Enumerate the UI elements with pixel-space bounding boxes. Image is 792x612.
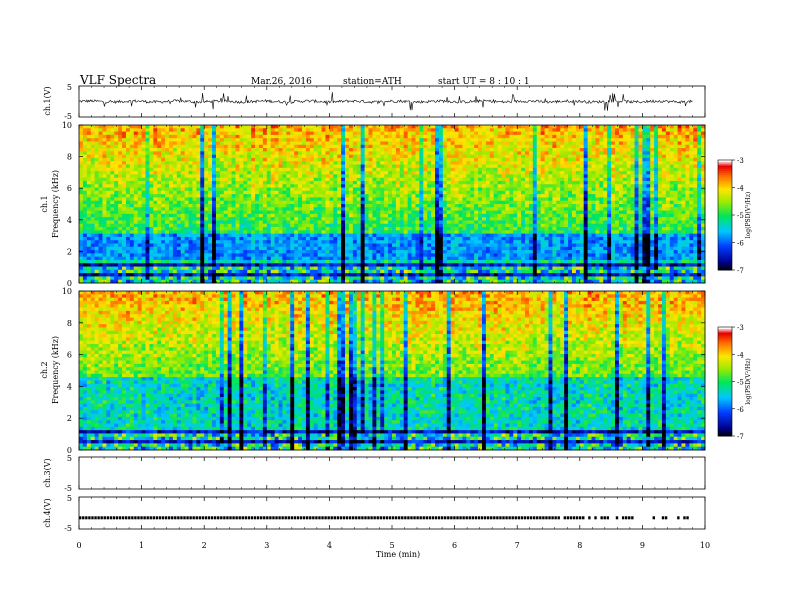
ch2-colorbar: -3 -4 -5 -6 -7 log(PSD(V²/Hz) <box>717 324 752 441</box>
x-tick-label: 1 <box>139 541 144 550</box>
x-axis-tick-labels: 0 1 2 3 4 5 6 7 8 9 10 <box>76 541 710 550</box>
colorbar-tick-label: -3 <box>737 157 744 165</box>
ch1-panel: 5 -5 ch.1(V) <box>43 83 706 121</box>
freq-tick-label: 8 <box>67 319 72 328</box>
ch1-ylabel: ch.1(V) <box>43 86 52 115</box>
ch1-trace-line <box>79 92 693 111</box>
freq-tick-label: 2 <box>67 247 72 256</box>
colorbar-tick-label: -5 <box>737 379 744 387</box>
colorbar-tick-label: -7 <box>737 433 744 441</box>
ch2-spectrogram-image <box>79 291 706 451</box>
freq-tick-label: 0 <box>67 279 72 288</box>
x-tick-label: 10 <box>700 541 710 550</box>
x-tick-label: 8 <box>577 541 582 550</box>
x-tick-label: 0 <box>76 541 81 550</box>
colorbar-tick-label: -4 <box>737 351 744 359</box>
colorbar-label: log(PSD(V²/Hz) <box>745 358 752 405</box>
ch1-ytick-bottom: -5 <box>64 112 72 121</box>
x-axis-label: Time (min) <box>376 550 420 559</box>
freq-tick-label: 4 <box>67 216 72 225</box>
ch1-spec-ylabel: Frequency (kHz) <box>51 170 60 238</box>
colorbar-tick-label: -5 <box>737 212 744 220</box>
ch2-spec-ylabel: Frequency (kHz) <box>51 336 60 404</box>
ch4-ytick-bottom: -5 <box>64 524 72 533</box>
x-tick-label: 7 <box>515 541 520 550</box>
x-tick-label: 3 <box>264 541 269 550</box>
ch4-ylabel: ch.4(V) <box>43 498 52 527</box>
x-tick-label: 4 <box>327 541 332 550</box>
colorbar-tick-label: -4 <box>737 185 744 193</box>
freq-tick-label: 10 <box>62 287 72 296</box>
colorbar-label: log(PSD(V²/Hz) <box>745 192 752 239</box>
ch2-spectrogram-panel: 0 2 4 6 8 10 ch.2 Frequency (kHz) -3 -4 -5 -6 -7 l… <box>40 287 752 455</box>
colorbar-tick-label: -6 <box>737 240 744 248</box>
start-time-label: start UT = 8 : 10 : 1 <box>438 77 530 87</box>
freq-tick-label: 6 <box>67 184 72 193</box>
ch3-ylabel: ch.3(V) <box>43 458 52 487</box>
date-label: Mar.26, 2016 <box>251 77 312 87</box>
ch4-panel: 5 -5 ch.4(V) <box>43 494 706 533</box>
ch3-ytick-top: 5 <box>67 454 72 463</box>
colorbar-tick-label: -7 <box>737 267 744 275</box>
x-tick-label: 5 <box>389 541 394 550</box>
freq-tick-label: 2 <box>67 414 72 423</box>
x-tick-label: 2 <box>202 541 207 550</box>
ch1-ytick-top: 5 <box>67 83 72 92</box>
freq-tick-label: 6 <box>67 351 72 360</box>
freq-tick-label: 8 <box>67 153 72 162</box>
ch1-spectrogram-image <box>79 125 706 284</box>
ch1-spectrogram-panel: 0 2 4 6 8 10 ch.1 Frequency (kHz) -3 -4 -5 -6 -7 l… <box>40 121 752 288</box>
ch2-spec-channel-label: ch.2 <box>40 361 49 378</box>
ch4-ytick-top: 5 <box>67 494 72 503</box>
ch3-ytick-bottom: -5 <box>64 484 72 493</box>
x-tick-label: 9 <box>640 541 645 550</box>
ch4-trace-line <box>79 516 689 520</box>
x-axis-ticks <box>78 86 706 529</box>
station-label: station=ATH <box>343 77 402 87</box>
freq-tick-label: 4 <box>67 382 72 391</box>
ch1-spec-channel-label: ch.1 <box>40 195 49 212</box>
figure-title: VLF Spectra <box>79 73 156 87</box>
x-tick-label: 6 <box>452 541 457 550</box>
ch3-panel: 5 -5 ch.3(V) <box>43 454 706 493</box>
colorbar-tick-label: -3 <box>737 324 744 332</box>
freq-tick-label: 10 <box>62 121 72 130</box>
ch1-colorbar: -3 -4 -5 -6 -7 log(PSD(V²/Hz) <box>717 157 752 275</box>
colorbar-tick-label: -6 <box>737 406 744 414</box>
freq-tick-label: 0 <box>67 446 72 455</box>
